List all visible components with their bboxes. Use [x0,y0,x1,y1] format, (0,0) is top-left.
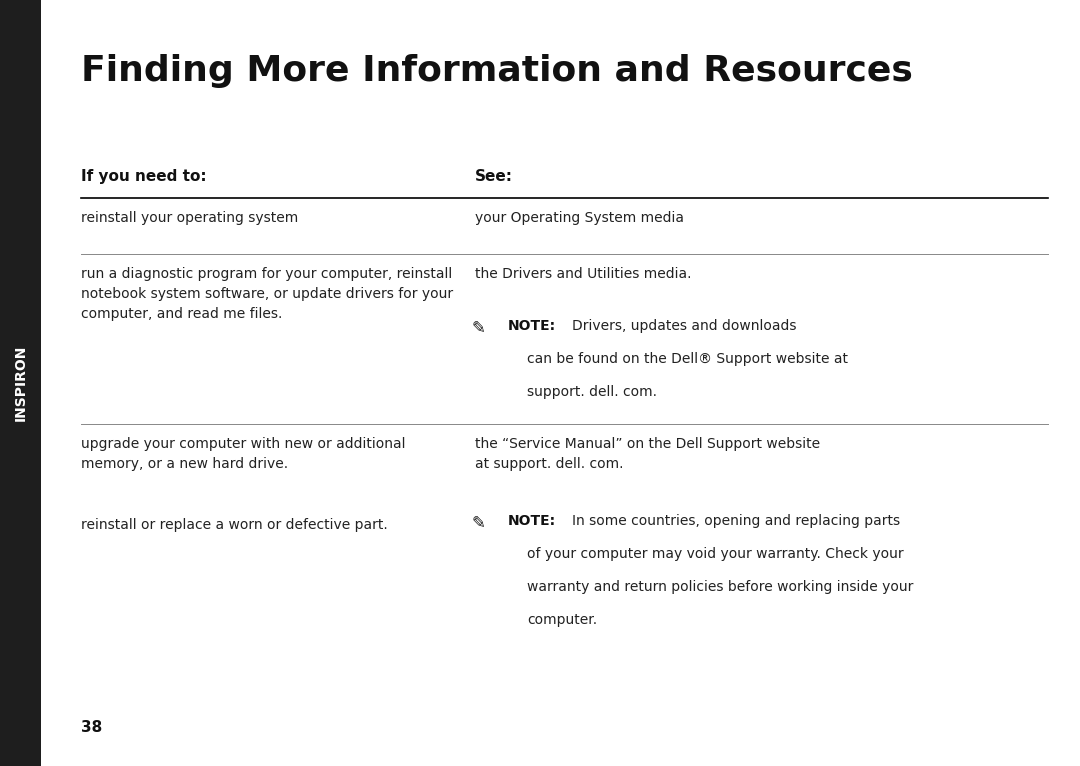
Text: INSPIRON: INSPIRON [14,345,27,421]
Text: run a diagnostic program for your computer, reinstall
notebook system software, : run a diagnostic program for your comput… [81,267,454,322]
Text: reinstall your operating system: reinstall your operating system [81,211,298,225]
Text: your Operating System media: your Operating System media [475,211,685,225]
Text: NOTE:: NOTE: [508,514,556,528]
Text: can be found on the Dell® Support website at: can be found on the Dell® Support websit… [527,352,848,366]
Text: upgrade your computer with new or additional
memory, or a new hard drive.: upgrade your computer with new or additi… [81,437,405,471]
Text: ✎: ✎ [472,514,486,532]
Text: In some countries, opening and replacing parts: In some countries, opening and replacing… [572,514,901,528]
Text: computer.: computer. [527,613,597,627]
Text: the “Service Manual” on the Dell Support website
at support. dell. com.: the “Service Manual” on the Dell Support… [475,437,821,471]
Text: warranty and return policies before working inside your: warranty and return policies before work… [527,580,914,594]
Text: Finding More Information and Resources: Finding More Information and Resources [81,54,913,87]
Text: the Drivers and Utilities media.: the Drivers and Utilities media. [475,267,691,281]
Bar [0,0,41,766]
Text: If you need to:: If you need to: [81,169,206,184]
Text: support. dell. com.: support. dell. com. [527,385,657,399]
Text: NOTE:: NOTE: [508,319,556,333]
Text: See:: See: [475,169,513,184]
Text: Drivers, updates and downloads: Drivers, updates and downloads [572,319,797,333]
Text: reinstall or replace a worn or defective part.: reinstall or replace a worn or defective… [81,518,388,532]
Text: ✎: ✎ [472,319,486,337]
Text: 38: 38 [81,720,103,735]
Text: of your computer may void your warranty. Check your: of your computer may void your warranty.… [527,547,904,561]
